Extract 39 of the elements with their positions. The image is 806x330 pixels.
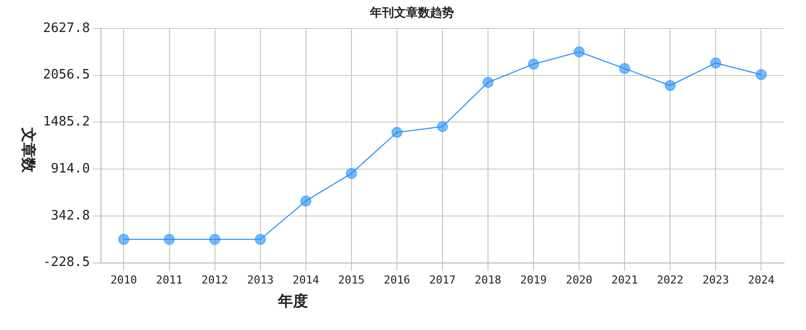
x-tick-label: 2017 bbox=[429, 273, 456, 286]
x-tick-label: 2016 bbox=[384, 273, 410, 286]
x-tick-label: 2021 bbox=[611, 273, 638, 286]
x-tick-label: 2013 bbox=[247, 273, 274, 286]
point bbox=[254, 234, 266, 245]
x-axis-title: 年度 bbox=[278, 292, 308, 311]
y-tick-label: 2056.5 bbox=[42, 68, 90, 83]
point bbox=[118, 234, 130, 245]
x-tick-label: 2019 bbox=[520, 273, 547, 286]
point bbox=[209, 234, 220, 245]
point bbox=[436, 121, 448, 132]
y-tick-label: 342.8 bbox=[50, 208, 90, 224]
x-tick-label: 2022 bbox=[656, 273, 684, 286]
x-tick-label: 2024 bbox=[748, 273, 775, 286]
x-tick-label: 2023 bbox=[702, 273, 729, 286]
point bbox=[391, 126, 402, 138]
x-tick-label: 2014 bbox=[292, 273, 320, 286]
point bbox=[574, 46, 585, 58]
y-tick-label: 914.0 bbox=[50, 161, 90, 176]
x-tick-label: 2015 bbox=[338, 273, 365, 286]
point bbox=[756, 69, 767, 80]
point bbox=[528, 58, 540, 70]
x-tick-label: 2012 bbox=[202, 273, 228, 286]
x-tick-label: 2020 bbox=[566, 273, 592, 286]
point bbox=[619, 63, 630, 74]
y-tick-label: 1485.2 bbox=[42, 114, 90, 130]
y-tick-label: -228.5 bbox=[42, 255, 90, 270]
point bbox=[710, 58, 722, 69]
point bbox=[164, 234, 175, 245]
point bbox=[300, 195, 312, 206]
y-tick-label: 2627.8 bbox=[42, 20, 90, 36]
point bbox=[664, 80, 676, 91]
chart-title: 年刊文章数趋势 bbox=[369, 5, 454, 20]
x-tick-label: 2011 bbox=[156, 273, 183, 286]
x-tick-label: 2018 bbox=[474, 273, 502, 286]
point bbox=[346, 168, 357, 179]
y-axis-title: 文章数 bbox=[18, 128, 38, 172]
x-tick-label: 2010 bbox=[110, 273, 137, 286]
point bbox=[482, 76, 494, 88]
